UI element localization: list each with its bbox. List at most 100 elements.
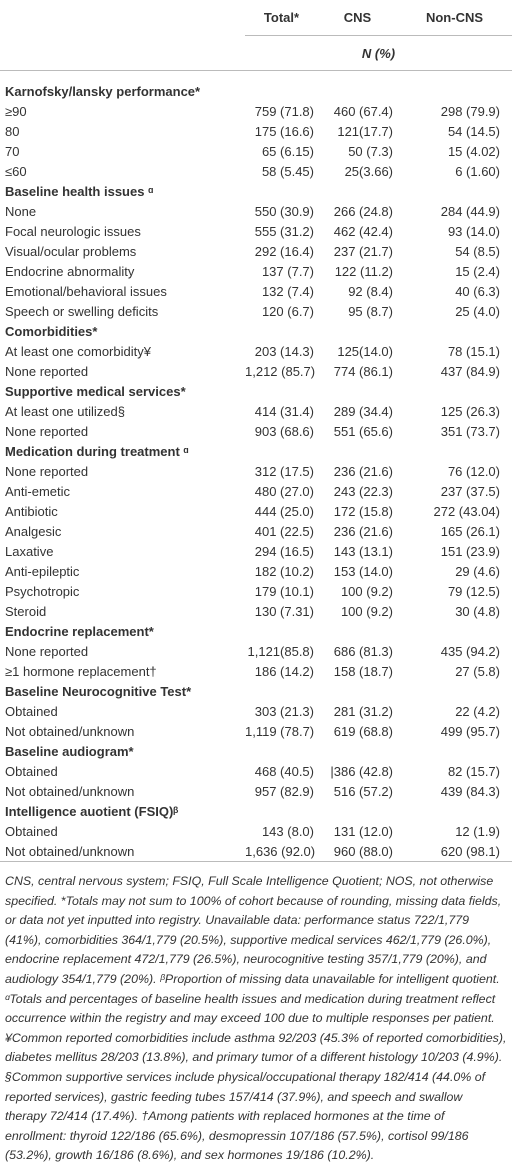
blank-cell xyxy=(0,35,245,71)
value-cell: 40 (6.3) xyxy=(455,283,500,299)
value-cell: 12 (1.9) xyxy=(455,823,500,839)
row-label: None reported xyxy=(5,423,89,439)
section-title: Endocrine replacement* xyxy=(5,623,154,639)
row-label: Obtained xyxy=(5,823,58,839)
section-title: Supportive medical services* xyxy=(5,383,186,399)
value-cell: 439 (84.3) xyxy=(440,783,500,799)
row-label: Laxative xyxy=(5,543,54,559)
row-label: ≤60 xyxy=(5,163,27,179)
value-cell: 182 (10.2) xyxy=(254,563,314,579)
table-body: Karnofsky/lansky performance* ≥90 759 (71.… xyxy=(0,81,512,862)
data-row: Not obtained/unknown 1,636 (92.0) 960 (88.… xyxy=(0,841,512,862)
value-cell: 298 (79.9) xyxy=(440,103,500,119)
section-title: Comorbidities* xyxy=(5,323,98,339)
value-cell: 95 (8.7) xyxy=(348,303,393,319)
data-row: Focal neurologic issues 555 (31.2) 462 (42… xyxy=(0,221,512,241)
value-cell: 468 (40.5) xyxy=(254,763,314,779)
value-cell: |386 (42.8) xyxy=(330,763,393,779)
data-row: None reported 1,121(85.8) 686 (81.3) 435 (9… xyxy=(0,641,512,661)
section-title: Baseline health issues ᵅ xyxy=(5,183,154,199)
value-cell: 76 (12.0) xyxy=(447,463,500,479)
subheader-row: N (%) xyxy=(0,35,512,71)
value-cell: 289 (34.4) xyxy=(333,403,393,419)
section-row: Baseline health issues ᵅ xyxy=(0,181,512,201)
value-cell: 131 (12.0) xyxy=(333,823,393,839)
value-cell: 92 (8.4) xyxy=(348,283,393,299)
value-cell: 281 (31.2) xyxy=(333,703,393,719)
value-cell: 1,121(85.8) xyxy=(247,643,315,659)
value-cell: 50 (7.3) xyxy=(348,143,393,159)
row-label: Anti-epileptic xyxy=(5,563,80,579)
value-cell: 25(3.66) xyxy=(344,163,393,179)
value-cell: 54 (14.5) xyxy=(447,123,500,139)
row-label: Not obtained/unknown xyxy=(5,723,135,739)
value-cell: 125(14.0) xyxy=(337,343,393,359)
row-label: Speech or swelling deficits xyxy=(5,303,159,319)
section-row: Baseline Neurocognitive Test* xyxy=(0,681,512,701)
data-row: Steroid 130 (7.31) 100 (9.2) 30 (4.8) xyxy=(0,601,512,621)
value-cell: 120 (6.7) xyxy=(261,303,314,319)
header-cell: Non-CNS xyxy=(425,10,484,25)
value-cell: 284 (44.9) xyxy=(440,203,500,219)
value-cell: 29 (4.6) xyxy=(455,563,500,579)
value-cell: 122 (11.2) xyxy=(334,263,393,279)
value-cell: 143 (8.0) xyxy=(261,823,314,839)
section-title: Intelligence auotient (FSIQ)ᵝ xyxy=(5,803,179,819)
data-row: ≥90 759 (71.8) 460 (67.4) 298 (79.9) xyxy=(0,101,512,121)
row-label: ≥1 hormone replacement† xyxy=(5,663,157,679)
row-label: 80 xyxy=(5,123,20,139)
value-cell: 759 (71.8) xyxy=(254,103,314,119)
value-cell: 1,119 (78.7) xyxy=(245,723,315,739)
value-cell: 15 (2.4) xyxy=(455,263,500,279)
value-cell: 15 (4.02) xyxy=(447,143,500,159)
row-label: ≥90 xyxy=(5,103,27,119)
data-row: Speech or swelling deficits 120 (6.7) 95 (… xyxy=(0,301,512,321)
data-row: Not obtained/unknown 1,119 (78.7) 619 (68.… xyxy=(0,721,512,741)
row-label: Steroid xyxy=(5,603,47,619)
row-label: Endocrine abnormality xyxy=(5,263,135,279)
value-cell: 957 (82.9) xyxy=(254,783,314,799)
value-cell: 351 (73.7) xyxy=(440,423,500,439)
data-row: None 550 (30.9) 266 (24.8) 284 (44.9) xyxy=(0,201,512,221)
value-cell: 100 (9.2) xyxy=(340,583,393,599)
value-cell: 686 (81.3) xyxy=(333,643,393,659)
header-cell xyxy=(0,0,245,36)
value-cell: 79 (12.5) xyxy=(447,583,500,599)
row-label: None xyxy=(5,203,37,219)
value-cell: 175 (16.6) xyxy=(254,123,314,139)
row-label: Psychotropic xyxy=(5,583,80,599)
value-cell: 460 (67.4) xyxy=(333,103,393,119)
value-cell: 550 (30.9) xyxy=(254,203,314,219)
value-cell: 401 (22.5) xyxy=(254,523,314,539)
value-cell: 1,212 (85.7) xyxy=(245,363,316,379)
data-row: 80 175 (16.6) 121(17.7) 54 (14.5) xyxy=(0,121,512,141)
value-cell: 27 (5.8) xyxy=(455,663,500,679)
value-cell: 158 (18.7) xyxy=(333,663,393,679)
header-cell: Total* xyxy=(263,10,300,25)
value-cell: 22 (4.2) xyxy=(455,703,500,719)
value-cell: 143 (13.1) xyxy=(333,543,393,559)
value-cell: 551 (65.6) xyxy=(333,423,393,439)
subheader-cell: N (%) xyxy=(245,35,512,71)
value-cell: 58 (5.45) xyxy=(261,163,314,179)
spacer xyxy=(0,71,512,82)
row-label: Not obtained/unknown xyxy=(5,783,135,799)
data-row: Anti-emetic 480 (27.0) 243 (22.3) 237 (37.5… xyxy=(0,481,512,501)
data-row: ≤60 58 (5.45) 25(3.66) 6 (1.60) xyxy=(0,161,512,181)
section-title: Karnofsky/lansky performance* xyxy=(5,83,201,99)
value-cell: 516 (57.2) xyxy=(333,783,393,799)
row-label: None reported xyxy=(5,363,89,379)
data-row: Laxative 294 (16.5) 143 (13.1) 151 (23.9) xyxy=(0,541,512,561)
value-cell: 414 (31.4) xyxy=(254,403,314,419)
data-row: Analgesic 401 (22.5) 236 (21.6) 165 (26.1) xyxy=(0,521,512,541)
row-label: Analgesic xyxy=(5,523,62,539)
data-row: Obtained 468 (40.5) |386 (42.8) 82 (15.7) xyxy=(0,761,512,781)
section-title: Medication during treatment ᵅ xyxy=(5,443,189,459)
value-cell: 153 (14.0) xyxy=(333,563,393,579)
value-cell: 437 (84.9) xyxy=(440,363,500,379)
data-row: Endocrine abnormality 137 (7.7) 122 (11.2)… xyxy=(0,261,512,281)
value-cell: 774 (86.1) xyxy=(333,363,393,379)
value-cell: 100 (9.2) xyxy=(340,603,393,619)
data-row: Antibiotic 444 (25.0) 172 (15.8) 272 (43.04… xyxy=(0,501,512,521)
value-cell: 312 (17.5) xyxy=(254,463,314,479)
